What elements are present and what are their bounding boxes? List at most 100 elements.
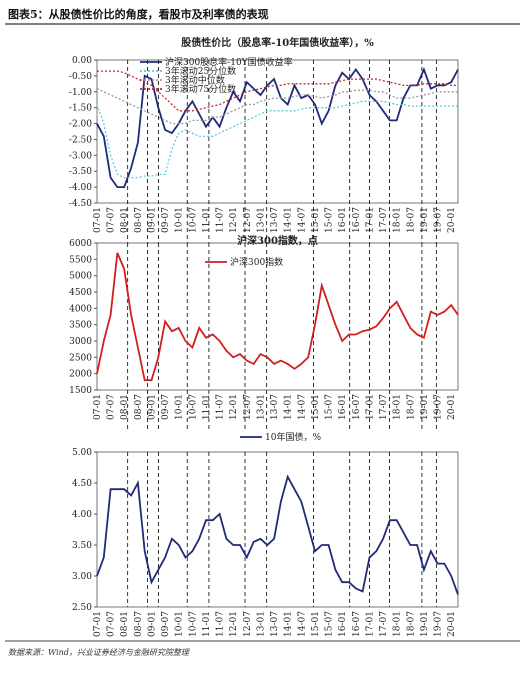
x-tick-label: 17-07 <box>379 394 389 420</box>
y-tick-label: 4500 <box>69 288 92 298</box>
x-tick-label: 15-07 <box>325 394 335 420</box>
x-tick-label: 14-01 <box>284 394 294 420</box>
x-tick-label: 19-01 <box>420 394 430 420</box>
x-tick-label: 09-07 <box>161 611 171 637</box>
x-tick-label: 12-07 <box>243 394 253 420</box>
x-tick-label: 16-07 <box>352 394 362 420</box>
x-tick-label: 09-01 <box>147 394 157 420</box>
series-line <box>96 67 459 188</box>
legend-label: 沪深300股息率-10Y国债收益率 <box>165 56 293 68</box>
y-tick-label: 4000 <box>69 304 92 314</box>
y-tick-label: -3.00 <box>69 151 92 161</box>
x-tick-label: 19-01 <box>420 207 430 233</box>
source-note: 数据来源：Wind，兴业证券经济与金融研究院整理 <box>8 648 189 657</box>
y-tick-label: -4.50 <box>69 199 92 209</box>
x-tick-label: 15-01 <box>311 394 321 420</box>
x-tick-label: 07-07 <box>107 394 117 420</box>
x-tick-label: 13-01 <box>256 394 266 420</box>
x-tick-label: 13-07 <box>270 611 280 637</box>
x-tick-label: 18-01 <box>393 207 403 233</box>
plot-frame <box>96 242 459 391</box>
x-tick-label: 09-01 <box>147 611 157 637</box>
x-tick-label: 18-01 <box>393 394 403 420</box>
x-tick-label: 12-07 <box>243 611 253 637</box>
x-tick-label: 14-07 <box>297 207 307 233</box>
x-tick-label: 18-01 <box>393 611 403 637</box>
y-tick-label: 6000 <box>69 239 92 249</box>
x-tick-label: 17-01 <box>365 394 375 420</box>
y-tick-label: 1500 <box>69 386 92 396</box>
y-tick-label: 0.00 <box>72 56 92 66</box>
x-tick-label: 16-07 <box>352 611 362 637</box>
chart-title: 股债性价比（股息率-10年国债收益率），% <box>181 36 374 49</box>
x-tick-label: 11-01 <box>202 207 212 233</box>
series-line <box>96 252 459 382</box>
x-tick-label: 14-07 <box>297 611 307 637</box>
x-tick-label: 19-07 <box>434 394 444 420</box>
x-tick-label: 07-01 <box>93 611 103 637</box>
x-tick-label: 17-01 <box>365 611 375 637</box>
y-tick-label: 5.00 <box>72 448 92 458</box>
y-tick-label: -3.50 <box>69 167 92 177</box>
x-tick-label: 17-07 <box>379 611 389 637</box>
plot-frame <box>96 451 459 608</box>
x-tick-label: 09-07 <box>161 394 171 420</box>
x-tick-label: 09-07 <box>161 207 171 233</box>
x-tick-label: 18-07 <box>406 611 416 637</box>
x-tick-label: 19-01 <box>420 611 430 637</box>
x-tick-label: 16-01 <box>338 611 348 637</box>
x-tick-label: 14-07 <box>297 394 307 420</box>
y-tick-label: 3500 <box>69 321 92 331</box>
y-tick-label: 4.50 <box>72 479 92 489</box>
x-tick-label: 10-01 <box>175 611 185 637</box>
x-tick-label: 08-07 <box>134 611 144 637</box>
x-tick-label: 19-07 <box>434 611 444 637</box>
x-tick-label: 17-01 <box>365 207 375 233</box>
x-tick-label: 14-01 <box>284 611 294 637</box>
x-tick-label: 16-01 <box>338 394 348 420</box>
x-tick-label: 07-01 <box>93 207 103 233</box>
x-tick-label: 12-01 <box>229 207 239 233</box>
y-tick-label: 5500 <box>69 255 92 265</box>
y-tick-label: 3.00 <box>72 572 92 582</box>
x-tick-label: 15-01 <box>311 207 321 233</box>
x-tick-label: 20-01 <box>447 611 457 637</box>
x-tick-label: 18-07 <box>406 394 416 420</box>
x-tick-label: 15-07 <box>325 611 335 637</box>
x-tick-label: 14-01 <box>284 207 294 233</box>
y-tick-label: -1.00 <box>69 88 92 98</box>
y-tick-label: -0.50 <box>69 72 92 82</box>
y-tick-label: 2500 <box>69 353 92 363</box>
x-tick-label: 17-07 <box>379 207 389 233</box>
x-tick-label: 09-01 <box>147 207 157 233</box>
y-tick-label: 2.50 <box>72 603 92 613</box>
y-tick-label: -1.50 <box>69 104 92 114</box>
x-tick-label: 10-07 <box>188 394 198 420</box>
x-tick-label: 16-01 <box>338 207 348 233</box>
x-tick-label: 08-07 <box>134 394 144 420</box>
x-tick-label: 10-07 <box>188 207 198 233</box>
x-tick-label: 11-07 <box>216 394 226 420</box>
y-tick-label: -4.00 <box>69 183 92 193</box>
x-tick-label: 10-01 <box>175 207 185 233</box>
y-tick-label: 3000 <box>69 337 92 347</box>
x-tick-label: 15-07 <box>325 207 335 233</box>
x-tick-label: 07-07 <box>107 611 117 637</box>
x-tick-label: 13-07 <box>270 207 280 233</box>
legend-label: 3年滚动25分位数 <box>165 65 236 77</box>
chart-title: 沪深300指数，点 <box>237 234 318 247</box>
x-tick-label: 11-07 <box>216 611 226 637</box>
figure-title: 图表5：从股债性价比的角度，看股市及利率债的表现 <box>8 8 269 21</box>
x-tick-label: 07-07 <box>107 207 117 233</box>
x-tick-label: 13-01 <box>256 611 266 637</box>
plot-frame <box>96 59 459 204</box>
legend-label: 10年国债，% <box>265 431 321 443</box>
series-line <box>96 100 458 179</box>
x-tick-label: 11-01 <box>202 394 212 420</box>
y-tick-label: 5000 <box>69 272 92 282</box>
series-line <box>96 474 459 595</box>
x-tick-label: 08-07 <box>134 207 144 233</box>
y-tick-label: 3.50 <box>72 541 92 551</box>
